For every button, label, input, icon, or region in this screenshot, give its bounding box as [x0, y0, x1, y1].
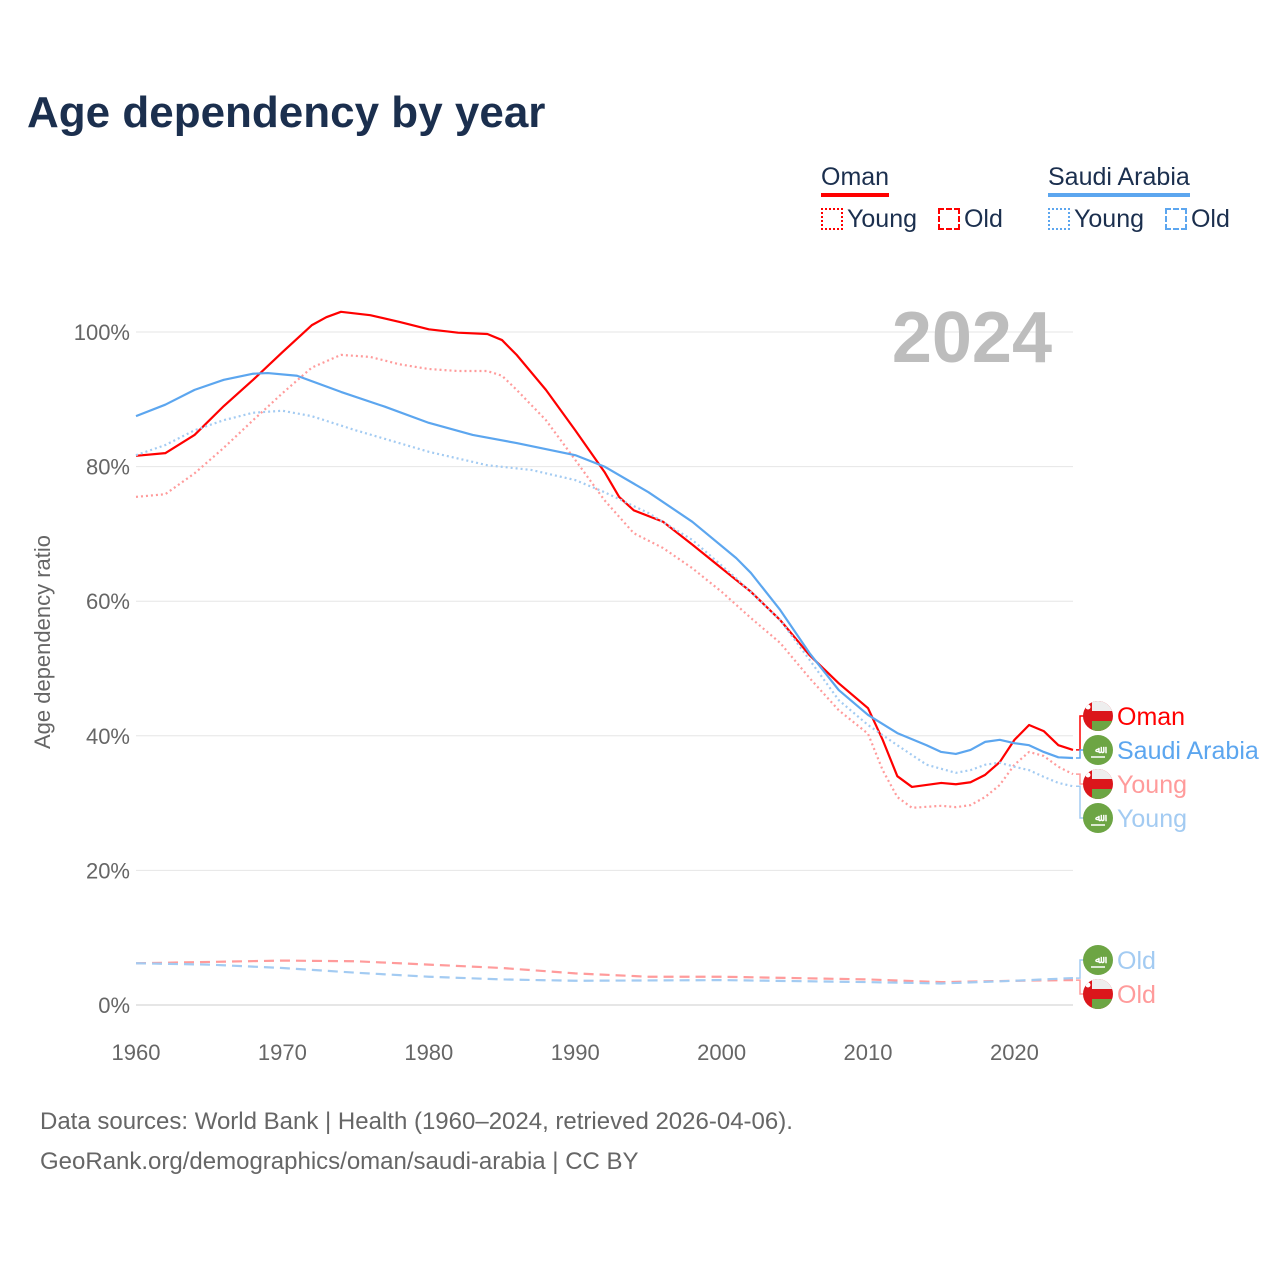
y-tick-label: 20% [86, 858, 130, 883]
series-line-saudi_old[interactable] [135, 962, 1074, 985]
oman-flag-icon [1083, 979, 1113, 1009]
legend-saudi-old[interactable]: Old [1190, 205, 1230, 233]
legend-saudi-title: Saudi Arabia [1048, 163, 1190, 197]
x-tick-label: 1990 [551, 1040, 600, 1065]
x-tick-label: 2020 [990, 1040, 1039, 1065]
dotted-swatch-icon [1048, 208, 1070, 230]
legend-oman-young[interactable]: Young [847, 205, 917, 233]
saudi-flag-icon: ﷲ [1083, 803, 1113, 833]
saudi-flag-icon: ﷲ [1083, 735, 1113, 765]
x-tick-label: 2000 [697, 1040, 746, 1065]
y-tick-label: 0% [98, 993, 130, 1018]
footer-link[interactable]: GeoRank.org/demographics/oman/saudi-arab… [40, 1148, 639, 1175]
dotted-swatch-icon [821, 208, 843, 230]
x-tick-label: 1960 [112, 1040, 161, 1065]
end-label: Old [1117, 981, 1156, 1009]
oman-flag-icon [1083, 769, 1113, 799]
legend-oman-title: Oman [821, 163, 890, 197]
series-line-oman_young[interactable] [135, 353, 1074, 809]
end-label: Oman [1117, 703, 1185, 731]
legend-oman: Oman [821, 163, 890, 197]
legend-saudi-young[interactable]: Young [1074, 205, 1144, 233]
series-line-saudi_total[interactable] [135, 371, 1074, 760]
x-tick-label: 1970 [258, 1040, 307, 1065]
legend-saudi-items: Young Old [1048, 205, 1230, 234]
legend-oman-items: Young Old [821, 205, 1003, 234]
y-tick-label: 80% [86, 455, 130, 480]
y-tick-label: 40% [86, 724, 130, 749]
chart-title: Age dependency by year [27, 88, 546, 137]
x-tick-label: 2010 [844, 1040, 893, 1065]
dashed-swatch-icon [1164, 208, 1187, 230]
legend-oman-old[interactable]: Old [963, 205, 1003, 233]
x-tick-label: 1980 [404, 1040, 453, 1065]
series-line-oman_total[interactable] [135, 310, 1074, 789]
end-label: Young [1117, 805, 1187, 833]
footer-sources: Data sources: World Bank | Health (1960–… [40, 1108, 793, 1135]
series-line-saudi_young[interactable] [135, 409, 1074, 788]
legend-saudi: Saudi Arabia [1048, 163, 1190, 197]
dashed-swatch-icon [937, 208, 960, 230]
y-tick-label: 100% [74, 320, 130, 345]
y-axis-label: Age dependency ratio [30, 535, 55, 749]
end-label: Saudi Arabia [1117, 737, 1259, 765]
series-line-oman_old[interactable] [135, 959, 1074, 984]
y-tick-label: 60% [86, 589, 130, 614]
oman-flag-icon [1083, 701, 1113, 731]
end-label: Young [1117, 771, 1187, 799]
saudi-flag-icon: ﷲ [1083, 945, 1113, 975]
end-label: Old [1117, 947, 1156, 975]
year-watermark: 2024 [892, 298, 1052, 378]
